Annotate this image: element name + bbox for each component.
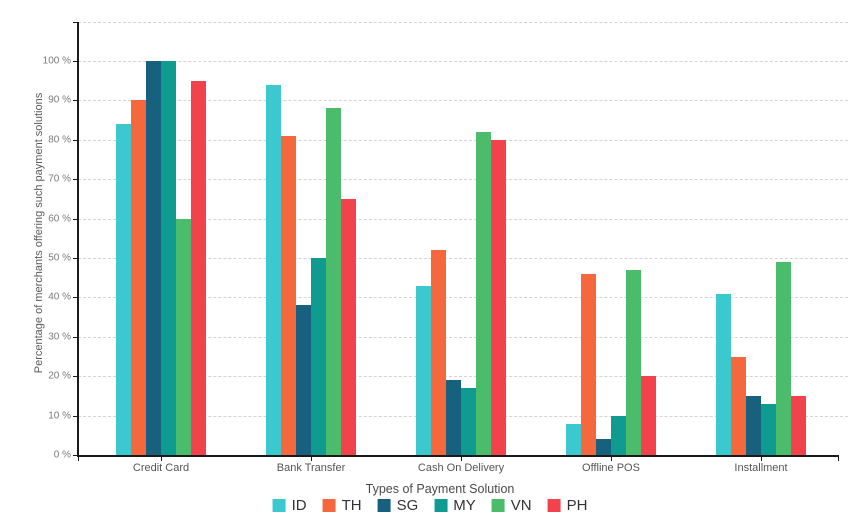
legend-swatch-my <box>434 499 448 512</box>
legend-label: PH <box>566 497 588 514</box>
bar-my-2 <box>461 388 476 455</box>
y-tick-label: 0 % <box>53 449 71 461</box>
bar-th-4 <box>731 356 746 455</box>
gridline <box>78 61 848 62</box>
legend-item-id: ID <box>272 497 307 514</box>
legend-swatch-ph <box>547 499 561 512</box>
y-tick-label: 100 % <box>42 55 71 67</box>
gridline <box>78 100 848 102</box>
bar-my-4 <box>761 403 776 455</box>
bar-id-2 <box>416 285 431 455</box>
category-label: Offline POS <box>582 462 640 474</box>
y-tick-label: 40 % <box>48 291 71 303</box>
bar-vn-1 <box>326 108 341 455</box>
legend-label: SG <box>396 497 419 514</box>
bar-id-1 <box>266 84 281 455</box>
y-tick-label: 70 % <box>48 173 71 185</box>
y-tick-label: 80 % <box>48 134 71 146</box>
y-tick-label: 50 % <box>48 252 71 264</box>
bar-vn-3 <box>626 269 641 455</box>
bar-sg-1 <box>296 305 311 455</box>
x-axis-tick <box>161 455 162 461</box>
gridline <box>78 297 848 299</box>
y-tick-label: 60 % <box>48 213 71 225</box>
legend-item-vn: VN <box>491 497 532 514</box>
y-tick-label: 30 % <box>48 331 71 343</box>
category-label: Installment <box>734 462 788 474</box>
bar-vn-2 <box>476 131 491 455</box>
y-axis-tick <box>73 218 78 220</box>
bar-id-4 <box>716 293 731 455</box>
y-axis-tick <box>73 415 78 417</box>
legend-swatch-th <box>322 499 336 512</box>
bar-id-3 <box>566 423 581 455</box>
y-axis-tick <box>73 100 78 102</box>
bar-ph-1 <box>341 198 356 455</box>
bar-id-0 <box>116 124 131 455</box>
bar-th-1 <box>281 135 296 455</box>
gridline <box>78 139 848 141</box>
legend-item-sg: SG <box>377 497 419 514</box>
y-axis-tick <box>73 258 78 259</box>
category-label: Credit Card <box>132 462 190 474</box>
y-axis-tick <box>73 336 78 338</box>
bar-ph-2 <box>491 139 506 455</box>
gridline <box>78 218 848 220</box>
gridline <box>78 21 848 23</box>
legend-label: ID <box>291 497 307 514</box>
bar-vn-4 <box>776 261 791 455</box>
y-axis-tick <box>73 61 78 62</box>
gridline <box>78 179 848 181</box>
legend-swatch-vn <box>491 499 505 512</box>
legend-item-my: MY <box>434 497 476 514</box>
bar-my-1 <box>311 258 326 455</box>
y-tick-label: 90 % <box>48 94 71 106</box>
legend-label: TH <box>341 497 362 514</box>
gridline <box>78 336 848 338</box>
y-tick-label: 20 % <box>48 370 71 382</box>
x-axis-end-tick <box>78 455 79 461</box>
y-axis-tick <box>73 376 78 378</box>
y-tick-label: 10 % <box>48 410 71 422</box>
x-axis-end-tick <box>838 455 839 461</box>
bar-ph-3 <box>641 376 656 455</box>
legend-item-th: TH <box>322 497 362 514</box>
category-label: Bank Transfer <box>276 462 346 474</box>
bar-my-3 <box>611 415 626 455</box>
bar-ph-0 <box>191 80 206 455</box>
category-label: Cash On Delivery <box>417 462 505 474</box>
bar-sg-2 <box>446 380 461 455</box>
y-axis-tick <box>73 297 78 299</box>
x-axis-tick <box>761 455 762 461</box>
legend-label: MY <box>453 497 476 514</box>
legend-label: VN <box>510 497 532 514</box>
y-axis-tick <box>73 139 78 141</box>
y-axis-tick <box>73 21 78 23</box>
gridline <box>78 376 848 378</box>
bar-my-0 <box>161 61 176 455</box>
bar-th-2 <box>431 250 446 455</box>
y-axis <box>77 21 79 455</box>
x-axis <box>77 455 838 457</box>
bar-sg-0 <box>146 61 161 455</box>
bar-vn-0 <box>176 218 191 455</box>
legend: ID TH SG MY VN PH <box>272 497 588 514</box>
legend-item-ph: PH <box>547 497 588 514</box>
y-axis-tick <box>73 455 78 456</box>
legend-swatch-id <box>272 499 286 512</box>
y-axis-tick <box>73 179 78 181</box>
x-axis-title: Types of Payment Solution <box>365 482 515 496</box>
bar-sg-4 <box>746 395 761 455</box>
x-axis-tick <box>311 455 312 461</box>
gridline <box>78 258 848 259</box>
legend-swatch-sg <box>377 499 391 512</box>
bar-th-3 <box>581 273 596 455</box>
bar-ph-4 <box>791 395 806 455</box>
bar-sg-3 <box>596 439 611 455</box>
x-axis-tick <box>611 455 612 461</box>
bar-th-0 <box>131 100 146 455</box>
x-axis-tick <box>461 455 462 461</box>
